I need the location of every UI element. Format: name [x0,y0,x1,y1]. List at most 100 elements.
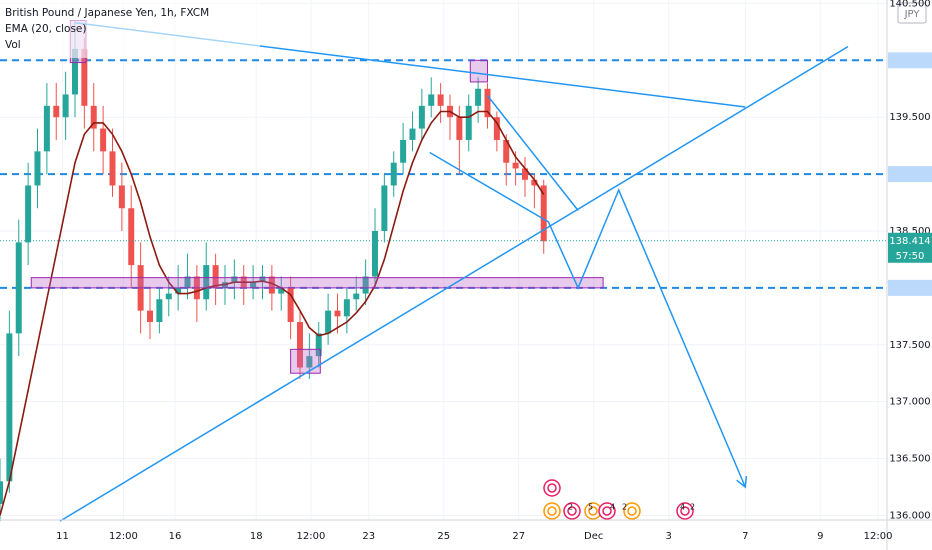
event-icon-inner [567,506,577,516]
candle-body [175,287,182,294]
last-price-bg [888,232,932,263]
candle-body [428,94,435,106]
candle-body [484,88,491,118]
candle-body [118,185,125,209]
event-icon-inner [680,506,690,516]
x-tick-label: 27 [512,531,525,542]
ema-line [0,110,545,516]
candle-body [287,287,294,323]
candle-body [184,276,191,288]
y-tick-label: 136.500 [889,454,930,465]
candle-body [278,287,285,294]
candle-body [146,310,153,323]
chart-title: British Pound / Japanese Yen, 1h, FXCM [5,7,209,19]
y-tick-label: 138.500 [889,226,930,237]
event-icon [623,502,641,520]
level-label-bg [888,279,932,296]
candle-body [531,179,538,186]
level-label-bg [888,166,932,183]
x-tick-label: 3 [666,531,672,542]
x-tick-label: 18 [250,531,263,542]
x-tick-label: 25 [437,531,450,542]
event-count: 4 [610,503,615,512]
candle-body [53,105,60,118]
candle-body [306,356,313,368]
x-tick-label: 23 [362,531,375,542]
event-icon-inner [547,483,557,493]
x-tick-label: 7 [742,531,748,542]
event-icon [543,502,561,520]
y-tick-label: 140.500 [889,0,930,9]
event-count: 4 [680,503,685,512]
candle-body [34,151,41,186]
candle-body [43,105,50,152]
event-count: 2 [622,503,627,512]
candle-body [437,94,444,106]
candle-body [203,265,210,300]
x-tick-label: 12:00 [297,531,326,542]
trend-line [59,46,849,522]
y-tick-label: 137.500 [889,340,930,351]
candle-body [128,208,135,266]
highlight-box [30,277,604,289]
candle-body [25,185,32,243]
candle-body [512,162,519,169]
y-tick-label: 136.000 [889,510,930,521]
volume-label: Vol [5,39,21,51]
candle-body [109,151,116,186]
highlight-box [290,348,321,374]
candle-body [465,105,472,140]
candle-body [6,333,13,482]
candle-body [475,88,482,106]
trend-line [429,151,746,488]
candle-body [493,117,500,140]
candle-body [315,333,322,357]
candle-body [521,168,528,180]
y-tick-label: 137.000 [889,397,930,408]
event-count: 2 [690,503,695,512]
candle-body [418,105,425,129]
trend-line [486,95,579,211]
currency-box[interactable] [897,2,927,24]
candle-body [156,299,163,323]
candle-body [371,230,378,277]
candle-body [165,293,172,300]
x-tick-label: 16 [169,531,182,542]
candle-body [90,105,97,129]
candle-body [325,310,332,334]
candle-body [503,139,510,163]
level-label-bg [888,52,932,69]
last-price-label: 138.414 [889,236,930,247]
candle-body [343,299,350,317]
event-icon-inner [627,506,637,516]
currency-label[interactable]: JPY [904,9,921,20]
x-tick-label: Dec [584,531,603,542]
candle-body [362,276,369,294]
candle-body [15,242,22,334]
candle-body [100,128,107,152]
candle-body [231,276,238,283]
arrow-head [736,475,748,489]
x-tick-label: 12:00 [864,531,893,542]
x-tick-label: 12:00 [109,531,138,542]
y-tick-label: 139.500 [889,112,930,123]
candle-body [381,185,388,231]
event-icon [676,502,694,520]
candle-body [62,94,69,118]
event-count: 5 [588,503,593,512]
candle-body [296,322,303,368]
x-tick-label: 9 [817,531,823,542]
x-tick-label: 11 [56,531,69,542]
candle-body [81,48,88,106]
candle-body [250,282,257,288]
legend-bg [0,0,260,58]
event-icon [563,502,581,520]
event-icon [598,502,616,520]
candle-body [212,265,219,288]
event-icon [543,479,561,497]
event-icon-inner [588,506,598,516]
candle-body [334,310,341,317]
candle-body [268,276,275,294]
